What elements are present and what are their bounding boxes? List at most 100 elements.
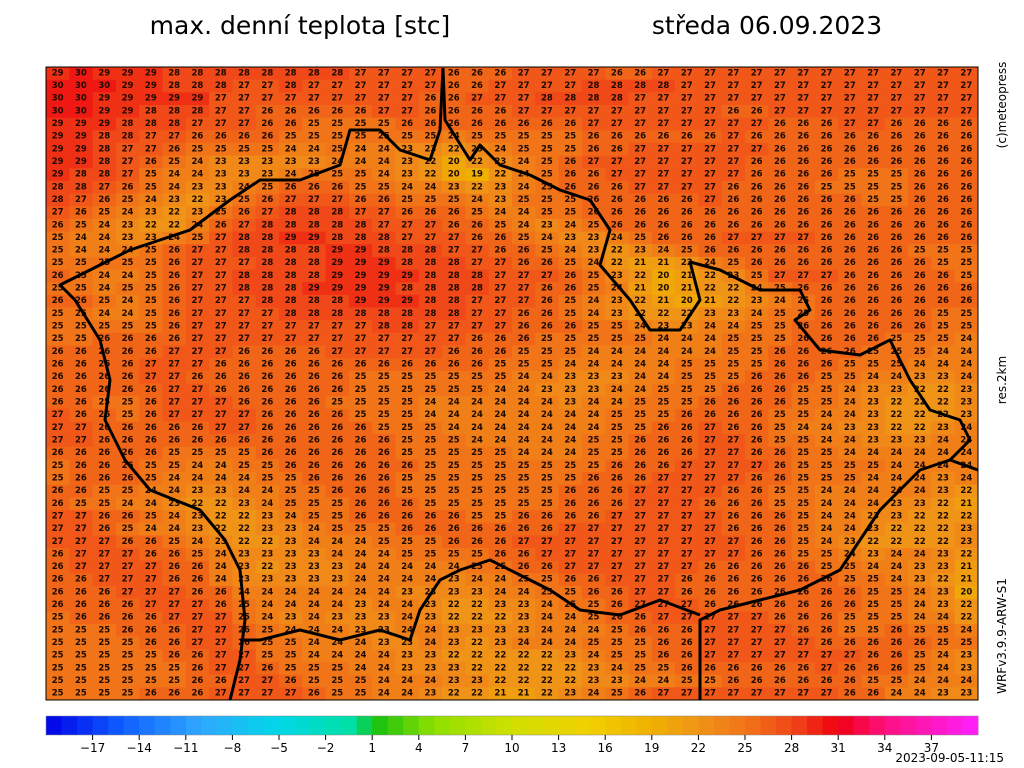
temp-value: 26 [355,195,367,205]
colorbar-tick-label: 7 [462,741,470,755]
temp-value: 25 [401,385,413,395]
colorbar-swatch [512,716,529,735]
temp-cell [651,67,676,81]
temp-value: 26 [448,220,460,230]
temp-value: 26 [751,575,763,585]
temp-cell [255,193,280,207]
temp-value: 25 [98,486,110,496]
temp-value: 23 [261,549,273,559]
temp-cell [605,155,629,169]
temp-value: 24 [192,473,204,483]
temp-value: 27 [681,182,693,192]
temp-value: 24 [518,385,530,395]
temp-cell [558,104,583,119]
temp-value: 26 [704,600,716,610]
temp-value: 26 [634,448,646,458]
temp-value: 22 [215,499,227,509]
temp-value: 22 [564,663,576,673]
temp-value: 27 [704,549,716,559]
temp-value: 26 [634,613,646,623]
temp-value: 26 [285,372,297,382]
temp-value: 24 [401,689,413,699]
temp-cell [581,193,606,207]
temp-value: 26 [98,511,110,521]
temp-value: 25 [425,537,437,547]
temp-value: 27 [285,689,297,699]
temp-cell [628,67,653,81]
temp-cell [162,142,187,157]
temp-value: 25 [448,473,460,483]
temp-value: 22 [494,663,506,673]
temp-cell [814,168,839,182]
temp-value: 27 [774,94,786,104]
colorbar-swatch [791,716,808,735]
temp-value: 27 [215,689,227,699]
temp-value: 25 [238,448,250,458]
temp-value: 26 [355,435,367,445]
temp-value: 27 [937,81,949,91]
temp-value: 25 [98,625,110,635]
temp-value: 26 [518,258,530,268]
temp-value: 23 [308,575,320,585]
temp-value: 27 [75,524,87,534]
temp-value: 26 [844,258,856,268]
temp-value: 28 [238,284,250,294]
temp-value: 25 [891,170,903,180]
temp-value: 27 [192,600,204,610]
temp-value: 24 [937,448,949,458]
temp-cell [908,180,932,194]
temp-value: 25 [448,448,460,458]
temp-value: 24 [308,537,320,547]
temp-value: 26 [891,208,903,218]
temp-value: 27 [821,94,833,104]
temp-value: 23 [914,372,926,382]
temp-value: 22 [168,208,180,218]
temp-value: 24 [821,511,833,521]
temp-value: 26 [215,132,227,142]
temp-value: 27 [797,651,809,661]
issue-time: 2023-09-05-11:15 [895,751,1004,765]
temp-cell [884,79,909,93]
temp-value: 25 [564,309,576,319]
temp-value: 25 [588,334,600,344]
temp-value: 25 [448,435,460,445]
temp-cell [465,92,490,106]
temp-cell [884,67,909,81]
temp-value: 23 [215,157,227,167]
temp-value: 26 [378,473,390,483]
temp-value: 24 [378,144,390,154]
temp-value: 26 [774,385,786,395]
temp-value: 25 [891,587,903,597]
temp-value: 28 [261,284,273,294]
temp-cell [884,180,909,194]
temp-value: 26 [867,638,879,648]
temp-value: 26 [844,587,856,597]
temp-cell [465,79,490,93]
colorbar-swatch [574,716,591,735]
temp-value: 29 [75,119,87,129]
temp-value: 27 [634,537,646,547]
temp-value: 25 [844,613,856,623]
temp-value: 24 [704,347,716,357]
temp-value: 27 [960,106,972,116]
temp-value: 26 [844,334,856,344]
temp-cell [675,67,699,81]
temp-value: 27 [168,600,180,610]
temp-value: 27 [774,271,786,281]
temp-value: 26 [960,284,972,294]
temp-value: 26 [308,448,320,458]
temp-value: 27 [681,689,693,699]
temp-value: 24 [937,663,949,673]
temp-value: 25 [285,473,297,483]
temp-value: 26 [844,322,856,332]
temp-value: 27 [215,119,227,129]
temp-value: 25 [75,499,87,509]
temp-value: 26 [821,208,833,218]
temp-value: 27 [658,511,670,521]
temp-value: 28 [145,106,157,116]
temp-value: 29 [378,296,390,306]
temp-value: 27 [98,562,110,572]
temp-value: 27 [518,537,530,547]
temp-value: 23 [914,435,926,445]
temp-value: 24 [867,486,879,496]
